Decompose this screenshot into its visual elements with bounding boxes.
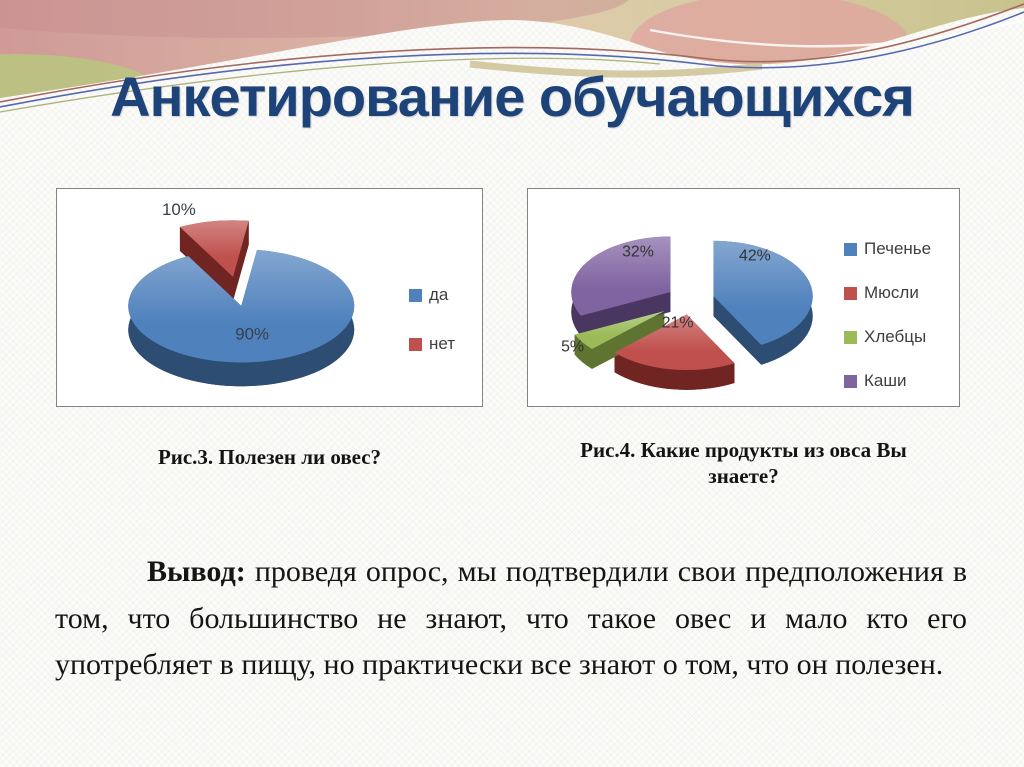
caption-fig3: Рис.3. Полезен ли овес? [56,444,483,470]
legend-swatch [844,286,857,300]
legend-label: Мюсли [864,283,919,302]
legend-fig4: Печенье Мюсли Хлебцы Каши [844,239,931,391]
decor-line-maroon [0,3,1024,103]
slice-label: 10% [162,200,196,219]
slice-label: 21% [662,315,694,332]
legend-swatch [844,330,857,344]
pie-chart-fig4: 42% 21% 5% 32% [561,236,813,390]
slice-label: 90% [235,325,269,344]
legend-label: Хлебцы [864,327,927,346]
header-decoration [0,0,1024,113]
legend-item-да: да [409,285,455,305]
chart-fig3-box: 90% 10% да нет [56,188,483,407]
decor-strip [469,60,763,78]
legend-item-Мюсли: Мюсли [844,283,931,303]
legend-item-Печенье: Печенье [844,239,931,259]
legend-item-нет: нет [409,334,455,354]
pie-chart-fig3: 90% 10% [128,200,355,387]
conclusion-paragraph: Вывод: проведя опрос, мы подтвердили сво… [55,549,967,689]
legend-item-Хлебцы: Хлебцы [844,327,931,347]
legend-swatch [409,337,422,351]
slice-label: 42% [739,247,771,264]
conclusion-lead: Вывод: [147,555,246,588]
caption-fig4-text: Рис.4. Какие продукты из овса Вы знаете? [580,438,907,489]
chart-fig4-box: 42% 21% 5% 32% Печенье Мюсли Хлебцы Каши [527,188,960,407]
decor-line-white [649,18,1024,48]
slide-title: Анкетирование обучающихся [110,65,915,128]
legend-fig3: да нет [409,285,455,354]
slice-label: 32% [622,243,654,260]
caption-fig4: Рис.4. Какие продукты из овса Вы знаете? [527,437,960,490]
legend-swatch [844,374,857,388]
decor-line-olive [0,57,661,113]
legend-label: Печенье [864,239,932,258]
conclusion-text: проведя опрос, мы подтвердили свои предп… [55,555,968,681]
legend-label: нет [429,334,456,353]
caption-fig3-text: Рис.3. Полезен ли овес? [157,445,382,469]
legend-label: да [429,285,449,304]
legend-item-Каши: Каши [844,371,931,391]
legend-swatch [409,288,422,302]
legend-label: Каши [864,371,907,390]
decor-line-blue [0,11,1024,108]
slice-label: 5% [561,339,584,356]
legend-swatch [844,242,857,256]
